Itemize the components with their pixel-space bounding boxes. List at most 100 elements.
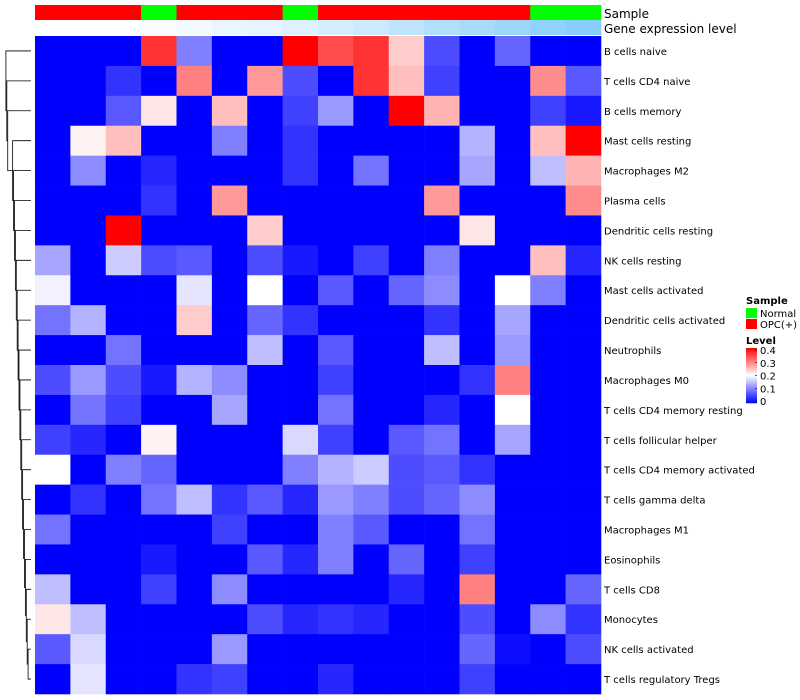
legend-gradient-step xyxy=(746,349,757,352)
legend-gradient-step xyxy=(746,375,757,378)
heatmap-cell xyxy=(494,484,531,515)
heatmap-cell xyxy=(211,394,248,426)
heatmap-cell xyxy=(424,65,460,97)
heatmap-cell xyxy=(388,514,425,545)
heatmap-cell xyxy=(176,155,213,186)
heatmap-cell xyxy=(459,155,496,186)
heatmap-cell xyxy=(141,125,177,156)
heatmap-cell xyxy=(247,424,283,456)
heatmap-cell xyxy=(70,514,107,545)
heatmap-cell xyxy=(141,36,177,67)
heatmap-cell xyxy=(282,365,319,396)
heatmap-cell xyxy=(70,604,107,635)
legend-tick-label: 0.4 xyxy=(760,346,776,357)
heatmap-cell xyxy=(211,604,248,635)
heatmap-cell xyxy=(530,484,566,515)
dendrogram-branch xyxy=(21,439,31,500)
heatmap-cell xyxy=(459,604,496,635)
heatmap-cell xyxy=(388,365,425,396)
heatmap-cell xyxy=(282,634,319,665)
heatmap-cell xyxy=(176,634,213,665)
heatmap-cell xyxy=(424,305,460,336)
heatmap-cell xyxy=(318,245,354,276)
heatmap-cell xyxy=(424,155,460,186)
heatmap-cell xyxy=(530,125,566,156)
heatmap-cell xyxy=(211,574,248,605)
heatmap-cell xyxy=(105,245,142,276)
heatmap-cell xyxy=(247,155,283,186)
legend-sample-label: OPC(+) xyxy=(760,320,797,331)
heatmap-cell xyxy=(424,514,460,545)
heatmap-cell xyxy=(105,424,142,456)
heatmap-cell xyxy=(70,335,107,366)
dendrogram-branch xyxy=(20,409,31,470)
heatmap-cell xyxy=(141,365,177,396)
heatmap-cell xyxy=(494,36,531,67)
heatmap-cell xyxy=(35,634,71,665)
heatmap-cell xyxy=(318,275,354,306)
heatmap-cell xyxy=(494,185,531,216)
heatmap-cell xyxy=(424,394,460,426)
heatmap-cell xyxy=(141,514,177,545)
expression-annotation-cell xyxy=(318,20,354,35)
heatmap-cell xyxy=(424,544,460,575)
legend-gradient-step xyxy=(746,401,757,404)
heatmap-cell xyxy=(353,245,390,276)
legend-gradient-step xyxy=(746,359,757,361)
legend-gradient-step xyxy=(746,382,757,385)
heatmap-cell xyxy=(353,664,390,695)
row-dendrogram xyxy=(5,50,31,680)
heatmap-cell xyxy=(35,604,71,635)
heatmap-cell xyxy=(70,424,107,456)
heatmap-cell xyxy=(282,604,319,635)
heatmap-cell xyxy=(105,36,142,67)
legend-gradient-step xyxy=(746,348,757,350)
heatmap-cell xyxy=(70,215,107,246)
legend-gradient-step xyxy=(746,370,757,372)
heatmap-cell xyxy=(530,604,566,635)
legend-sample-label: Normal xyxy=(760,309,796,320)
heatmap-cell xyxy=(353,604,390,635)
heatmap-cell xyxy=(530,454,566,485)
heatmap-cell xyxy=(247,514,283,545)
heatmap-cell xyxy=(530,394,566,426)
heatmap-cell xyxy=(282,36,319,67)
legend-gradient-step xyxy=(746,371,757,374)
heatmap-cell xyxy=(530,185,566,216)
heatmap-cell xyxy=(424,185,460,216)
sample-annotation-cell xyxy=(282,5,319,20)
heatmap-cell xyxy=(459,185,496,216)
heatmap-cell xyxy=(141,604,177,635)
heatmap-cell xyxy=(353,65,390,97)
row-label: Macrophages M0 xyxy=(604,376,689,387)
heatmap-cell xyxy=(141,454,177,485)
heatmap-cell xyxy=(247,215,283,246)
heatmap-cell xyxy=(35,125,71,156)
heatmap-cell xyxy=(530,574,566,605)
heatmap-cell xyxy=(388,215,425,246)
heatmap-cell xyxy=(35,664,71,695)
legend-gradient-step xyxy=(746,357,757,360)
heatmap-cell xyxy=(353,215,390,246)
heatmap-cell xyxy=(282,664,319,695)
heatmap-cell xyxy=(424,275,460,306)
heatmap-cell xyxy=(211,155,248,186)
row-label: B cells naive xyxy=(604,47,667,58)
dendrogram-branch xyxy=(22,469,31,530)
legend-gradient-step xyxy=(746,398,757,401)
heatmap-cell xyxy=(105,275,142,306)
heatmap-cell xyxy=(247,305,283,336)
legend-gradient-step xyxy=(746,385,757,387)
heatmap-cell xyxy=(565,664,602,695)
dendrogram-branch xyxy=(13,170,31,231)
heatmap-cell xyxy=(459,215,496,246)
heatmap-cell xyxy=(388,424,425,456)
sample-annotation-cell xyxy=(494,5,531,20)
heatmap-cell xyxy=(141,65,177,97)
row-label: Monocytes xyxy=(604,615,658,626)
heatmap-cell xyxy=(424,574,460,605)
heatmap-cell xyxy=(494,95,531,127)
legend-gradient-step xyxy=(746,378,757,380)
heatmap-cell xyxy=(353,574,390,605)
